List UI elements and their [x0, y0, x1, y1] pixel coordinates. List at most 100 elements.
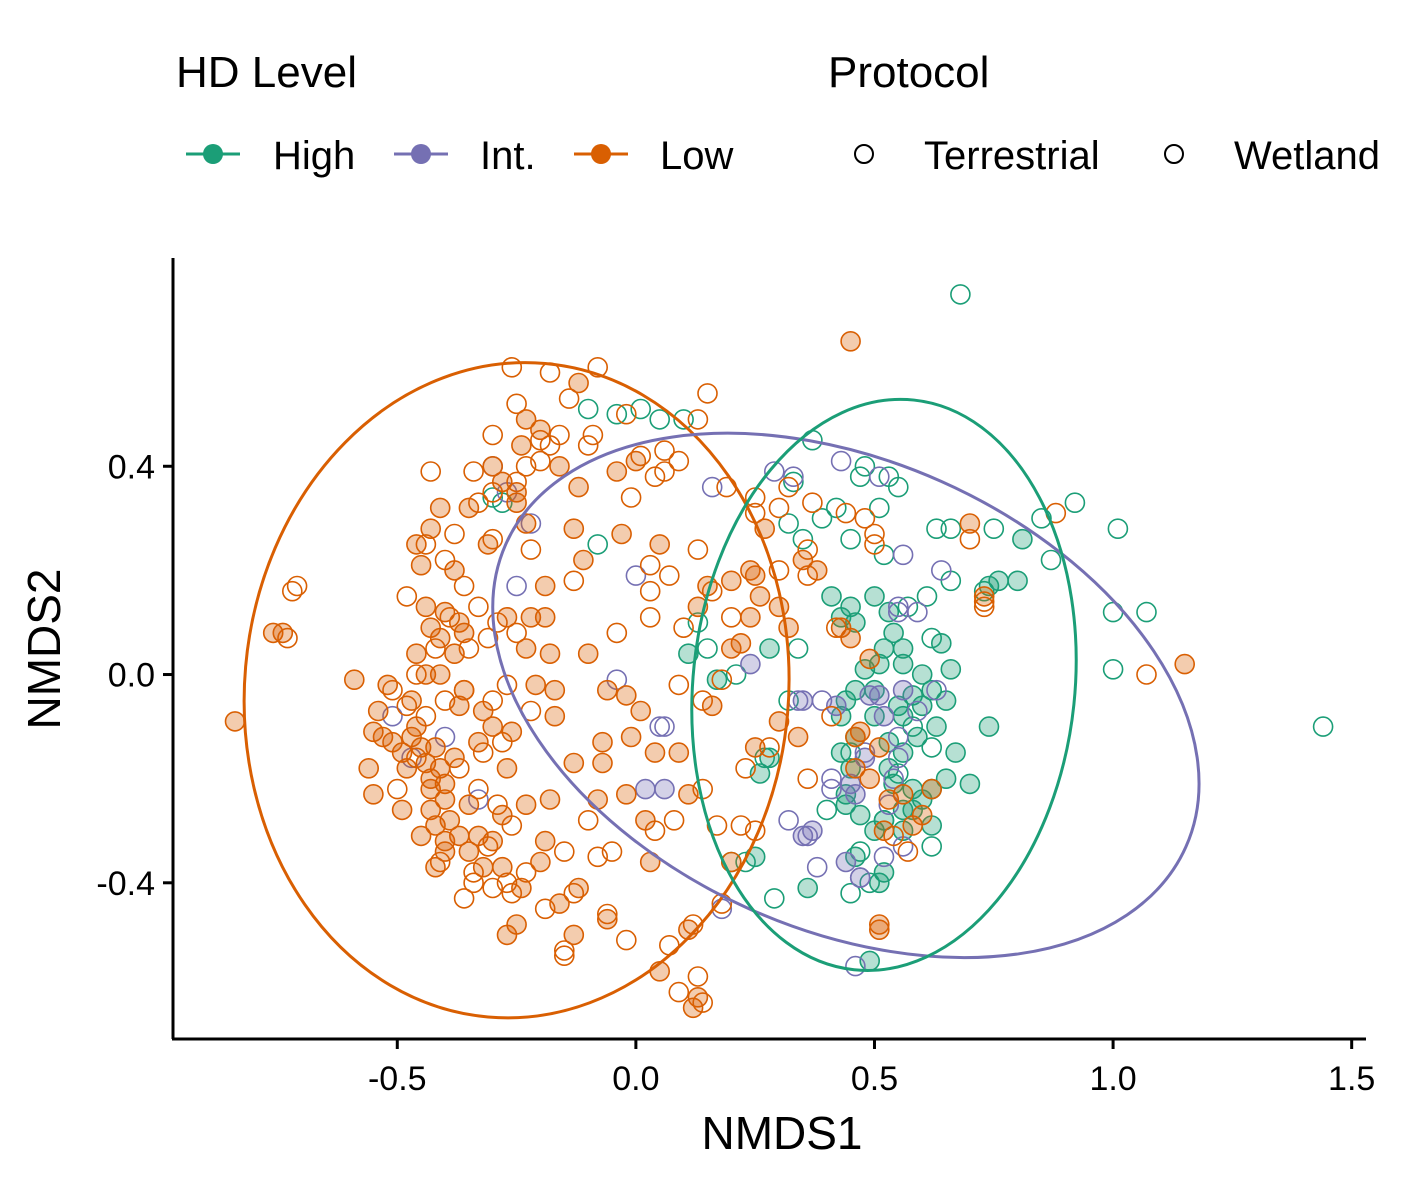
data-point-low-wetland	[491, 804, 513, 826]
data-point-low-wetland	[425, 856, 446, 878]
data-point-high-terrestrial	[673, 409, 694, 430]
data-point-low-terrestrial	[735, 757, 756, 779]
data-point-low-terrestrial	[453, 888, 475, 909]
data-point-high-wetland	[887, 695, 909, 717]
data-point-low-terrestrial	[620, 487, 642, 508]
data-point-low-wetland	[549, 455, 570, 477]
data-point-low-terrestrial	[463, 862, 484, 883]
data-point-low-terrestrial	[496, 872, 518, 894]
data-point-low-terrestrial	[644, 466, 666, 488]
data-point-high-terrestrial	[577, 398, 599, 420]
data-point-low-terrestrial	[687, 409, 709, 430]
data-point-high-wetland	[873, 862, 895, 883]
data-point-low-terrestrial	[482, 424, 504, 446]
data-point-low-wetland	[539, 643, 561, 665]
legend-key-high-dot	[203, 144, 223, 164]
data-point-low-terrestrial	[654, 461, 675, 482]
x-axis-title: NMDS1	[701, 1107, 862, 1159]
data-point-high-wetland	[935, 690, 957, 711]
data-point-low-terrestrial	[458, 638, 480, 659]
confidence-ellipse-high	[690, 397, 1078, 972]
data-point-low-wetland	[530, 851, 551, 873]
data-point-low-wetland	[568, 372, 589, 394]
data-point-low-wetland	[959, 513, 981, 534]
data-point-low-wetland	[568, 476, 589, 498]
data-point-low-wetland	[740, 606, 761, 628]
data-point-low-terrestrial	[759, 737, 780, 758]
data-point-low-wetland	[420, 518, 442, 540]
data-point-low-wetland	[563, 752, 585, 774]
data-point-low-wetland	[730, 632, 752, 654]
x-tick-label: 0.5	[851, 1060, 898, 1098]
data-point-low-terrestrial	[515, 862, 537, 883]
data-point-high-wetland	[892, 653, 914, 675]
data-point-low-wetland	[406, 534, 427, 555]
data-point-high-terrestrial	[849, 841, 871, 862]
data-point-low-terrestrial	[658, 565, 680, 586]
data-point-int-terrestrial	[873, 846, 895, 868]
data-point-high-wetland	[868, 653, 890, 675]
data-point-low-wetland	[377, 674, 399, 696]
data-point-high-wetland	[821, 586, 842, 607]
data-point-low-terrestrial	[286, 575, 308, 597]
data-point-high-wetland	[921, 679, 943, 701]
data-point-low-terrestrial	[468, 778, 489, 800]
data-point-low-terrestrial	[396, 586, 418, 607]
data-point-low-wetland	[534, 575, 556, 597]
data-point-low-wetland	[868, 914, 890, 935]
data-point-high-terrestrial	[725, 664, 747, 685]
data-point-low-terrestrial	[534, 898, 556, 920]
data-point-low-wetland	[615, 685, 637, 706]
data-point-int-wetland	[835, 851, 857, 873]
data-point-low-wetland	[372, 726, 394, 748]
data-point-low-wetland	[491, 471, 513, 493]
data-point-high-wetland	[706, 669, 728, 691]
data-point-high-terrestrial	[630, 398, 652, 420]
data-point-high-terrestrial	[840, 528, 861, 550]
data-point-low-terrestrial	[501, 882, 523, 904]
data-point-int-wetland	[892, 679, 914, 701]
data-point-low-wetland	[740, 560, 761, 581]
data-point-high-wetland	[1012, 528, 1033, 550]
data-point-low-terrestrial	[553, 841, 575, 862]
data-point-low-wetland	[458, 841, 480, 862]
data-point-low-wetland	[720, 570, 742, 592]
data-point-int-terrestrial	[701, 476, 723, 498]
data-point-low-wetland	[515, 513, 537, 534]
data-point-low-wetland	[520, 606, 542, 628]
data-point-low-wetland	[434, 841, 456, 862]
data-point-low-terrestrial	[1136, 664, 1157, 685]
y-tick-label: 0.4	[108, 448, 155, 486]
data-point-low-wetland	[668, 742, 690, 763]
legend-key-wetland-circle	[1164, 144, 1184, 164]
data-point-low-terrestrial	[444, 523, 465, 545]
data-point-low-wetland	[406, 716, 427, 737]
data-point-int-terrestrial	[845, 955, 866, 977]
data-point-high-wetland	[978, 575, 1000, 597]
data-point-int-wetland	[845, 783, 866, 805]
data-point-low-wetland	[568, 877, 589, 899]
data-point-low-wetland	[678, 783, 699, 805]
data-point-int-wetland	[792, 690, 814, 711]
data-point-low-wetland	[749, 586, 771, 607]
data-point-high-terrestrial	[1312, 716, 1334, 737]
data-point-low-wetland	[391, 799, 413, 821]
data-point-low-terrestrial	[553, 940, 575, 961]
data-point-low-terrestrial	[406, 664, 427, 685]
data-point-low-wetland	[859, 768, 881, 790]
data-point-low-wetland	[429, 497, 451, 519]
data-point-low-wetland	[406, 643, 427, 665]
data-point-low-wetland	[649, 534, 671, 555]
data-point-high-wetland	[759, 747, 780, 769]
data-point-high-wetland	[926, 716, 947, 737]
data-point-low-wetland	[768, 596, 790, 618]
data-point-int-terrestrial	[520, 513, 542, 534]
data-point-low-wetland	[534, 606, 556, 628]
data-point-high-terrestrial	[983, 518, 1005, 540]
y-ticks: -0.4 0.0 0.4	[96, 448, 173, 903]
data-point-high-terrestrial	[1031, 507, 1052, 529]
legend: HD Level Protocol High Int. Low Terrestr…	[176, 48, 1380, 178]
ellipses-layer	[242, 361, 1201, 1020]
data-point-high-terrestrial	[792, 528, 814, 550]
data-point-low-wetland	[458, 497, 480, 519]
